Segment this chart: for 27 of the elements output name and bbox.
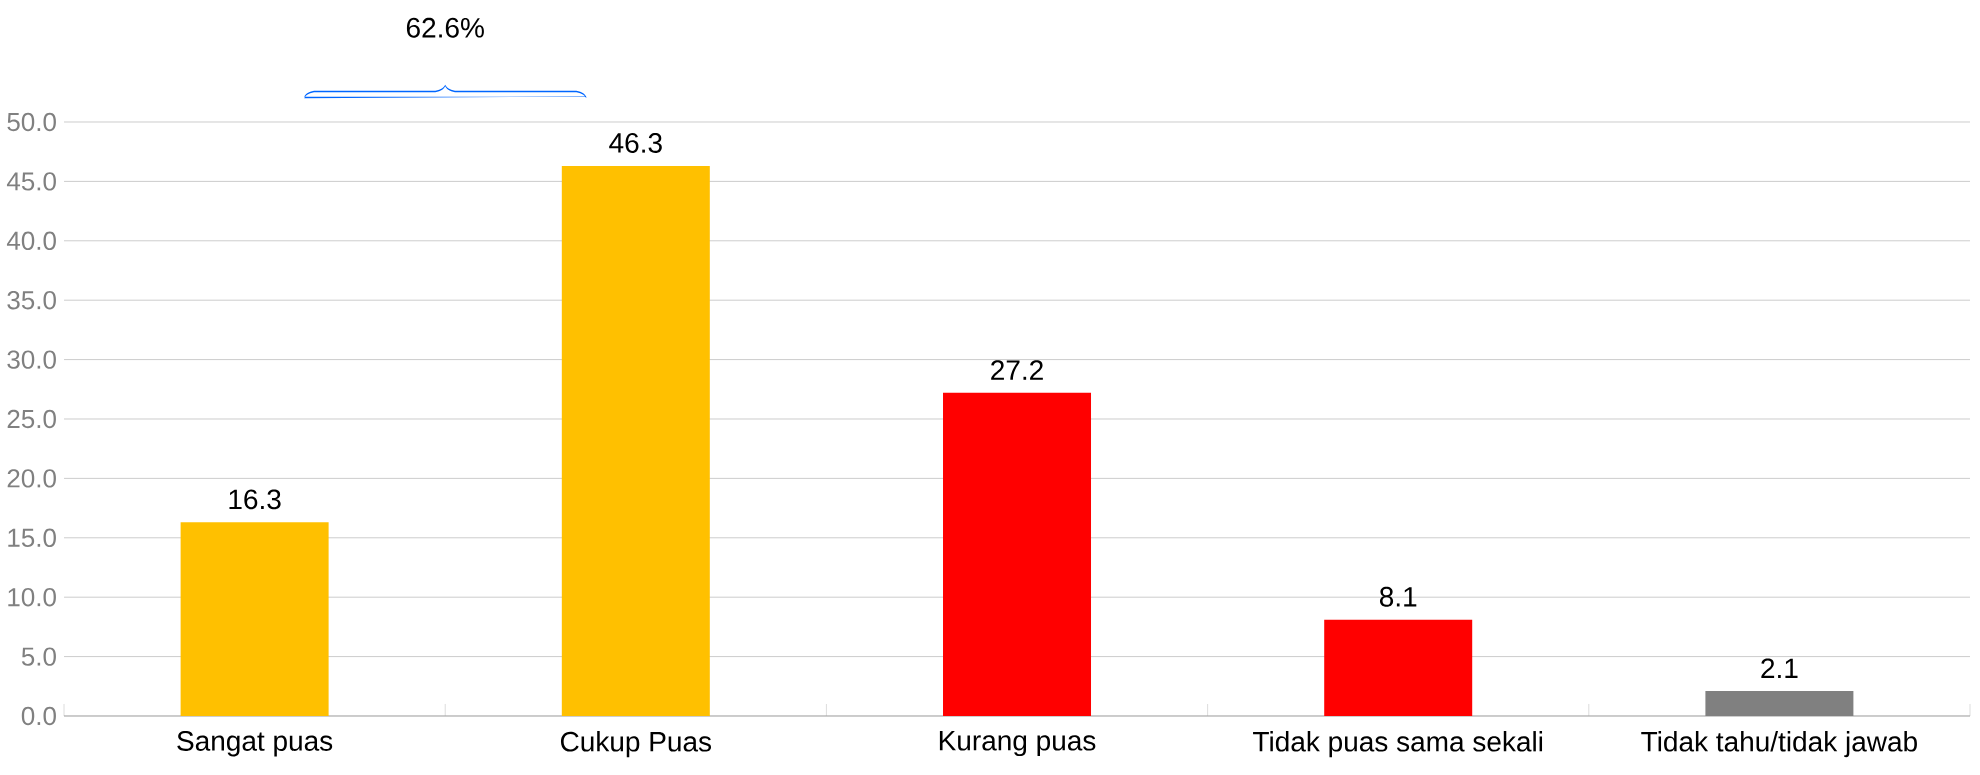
y-tick-label: 25.0 (7, 409, 56, 429)
text: 62.6% (406, 17, 484, 38)
bar (1705, 691, 1854, 716)
data-label: 27.2 (991, 360, 1043, 380)
data-label: 8.1 (1379, 586, 1417, 607)
y-tick-label: 15.0 (8, 528, 56, 547)
data-label: 2.1 (1761, 658, 1798, 678)
x-tick-label: Sangat puas (177, 731, 333, 757)
bar (943, 392, 1092, 716)
x-tick-label: Cukup Puas (560, 731, 712, 758)
bar (180, 522, 329, 716)
bar (561, 165, 710, 716)
data-label: 46.3 (609, 133, 662, 153)
x-tick-label: Tidak puas sama sekali (1253, 731, 1543, 758)
data-label: 16.3 (229, 489, 281, 510)
y-tick-label: 20.0 (7, 469, 56, 488)
y-tick-label: 30.0 (7, 350, 56, 369)
y-tick-label: 45.0 (6, 172, 56, 191)
y-tick-label: 0.0 (21, 706, 56, 726)
y-tick-label: 10.0 (8, 587, 56, 607)
x-tick-label: Tidak tahu/tidak jawab (1641, 731, 1917, 758)
y-tick-label: 50.0 (7, 112, 56, 132)
y-tick-label: 35.0 (7, 290, 56, 310)
x-tick-label: Kurang puas (939, 731, 1096, 757)
y-tick-label: 5.0 (21, 647, 56, 666)
y-tick-label: 40.0 (6, 231, 56, 250)
bar (1324, 619, 1473, 716)
